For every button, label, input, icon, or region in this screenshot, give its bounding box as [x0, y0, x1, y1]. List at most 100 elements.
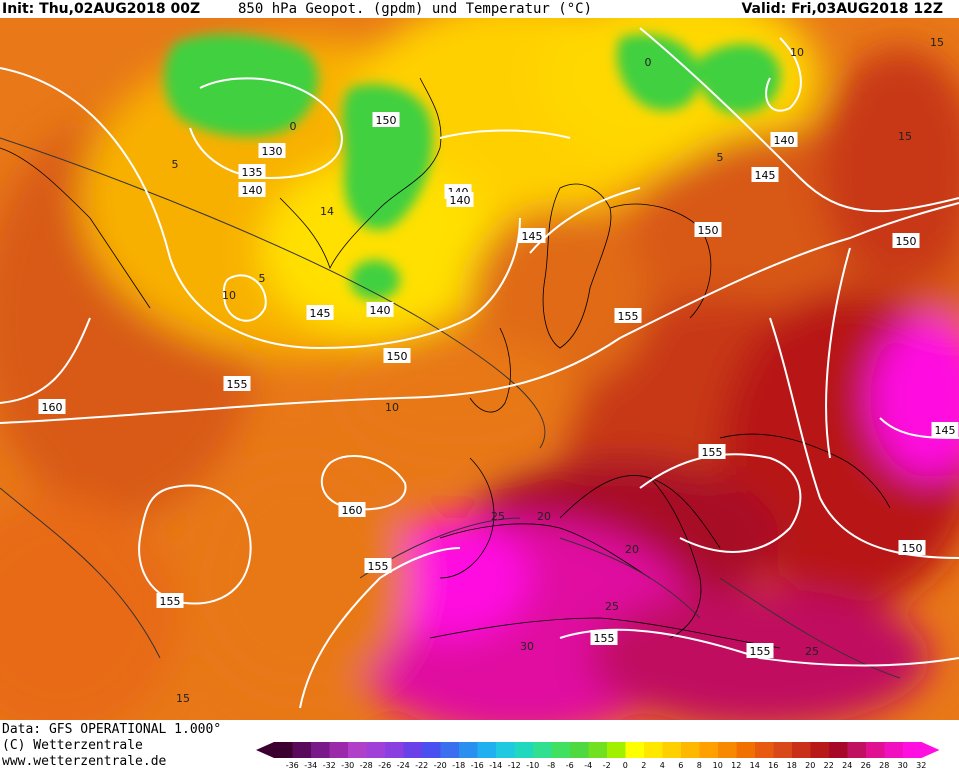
svg-text:150: 150 [387, 350, 408, 363]
temperature-label: 0 [290, 120, 297, 133]
svg-text:155: 155 [594, 632, 615, 645]
legend-tick-label: -14 [489, 761, 502, 770]
svg-text:155: 155 [702, 446, 723, 459]
legend-swatch [348, 742, 367, 758]
legend-tick-label: 12 [731, 761, 741, 770]
legend-tick-label: -36 [286, 761, 299, 770]
temperature-label: 10 [385, 401, 399, 414]
legend-swatch [292, 742, 312, 758]
legend-swatch [718, 742, 737, 758]
geopotential-label: 145 [306, 305, 334, 320]
legend-swatch [570, 742, 589, 758]
legend-tick-label: 26 [861, 761, 871, 770]
svg-text:130: 130 [262, 145, 283, 158]
legend-tick-label: -4 [584, 761, 592, 770]
legend-swatch [644, 742, 663, 758]
legend-swatch [403, 742, 423, 758]
website: www.wetterzentrale.de [2, 754, 167, 769]
geopotential-label: 160 [38, 399, 66, 414]
credits: Data: GFS OPERATIONAL 1.000° (C) Wetterz… [2, 722, 221, 770]
temperature-label: 15 [176, 692, 190, 705]
color-legend: -36 -34 -32 -30 -28 -26 -24 -22 -20 -18 -16 -14 -12-… [256, 742, 940, 770]
geopotential-label: 140 [366, 302, 394, 317]
legend-swatch [625, 742, 645, 758]
svg-text:135: 135 [242, 166, 263, 179]
legend-tick-label: 30 [898, 761, 908, 770]
temperature-field [0, 18, 959, 720]
legend-tick-label: -12 [508, 761, 521, 770]
svg-text:140: 140 [774, 134, 795, 147]
geopotential-label: 160 [338, 502, 366, 517]
legend-tick-label: 20 [805, 761, 815, 770]
legend-tick-label: -30 [341, 761, 354, 770]
legend-swatch [551, 742, 571, 758]
legend-tick-label: -28 [360, 761, 373, 770]
data-source: Data: GFS OPERATIONAL 1.000° [2, 722, 222, 737]
geopotential-label: 155 [590, 630, 618, 645]
geopotential-label: 150 [372, 112, 400, 127]
legend-tick-label: 22 [824, 761, 834, 770]
temperature-label: 25 [805, 645, 819, 658]
geopotential-label: 150 [892, 233, 920, 248]
geopotential-label: 140 [446, 192, 474, 207]
weather-map: 1301351401401401401401451451451451501501… [0, 18, 959, 720]
legend-tick-label: 18 [787, 761, 797, 770]
svg-text:155: 155 [227, 378, 248, 391]
svg-text:150: 150 [902, 542, 923, 555]
svg-text:145: 145 [755, 169, 776, 182]
legend-swatch [607, 742, 626, 758]
legend-arrow-right [921, 742, 940, 758]
legend-tick-label: -20 [434, 761, 447, 770]
copyright: (C) Wetterzentrale [2, 738, 143, 753]
svg-text:140: 140 [242, 184, 263, 197]
legend-tick-label: -6 [566, 761, 574, 770]
geopotential-label: 135 [238, 164, 266, 179]
legend-swatch [496, 742, 515, 758]
legend-swatch [329, 742, 349, 758]
legend-arrow-left [256, 742, 274, 758]
legend-tick-label: -16 [471, 761, 484, 770]
geopotential-label: 145 [931, 422, 959, 437]
legend-tick-label: -10 [526, 761, 539, 770]
legend-tick-label: 32 [916, 761, 926, 770]
geopotential-label: 140 [238, 182, 266, 197]
geopotential-labels: 1301351401401401401401451451451451501501… [38, 112, 959, 658]
geopotential-label: 130 [258, 143, 286, 158]
legend-swatch [792, 742, 811, 758]
temperature-label: 5 [717, 151, 724, 164]
geopotential-label: 150 [898, 540, 926, 555]
legend-tick-label: 24 [842, 761, 852, 770]
svg-text:140: 140 [370, 304, 391, 317]
legend-swatch [440, 742, 460, 758]
svg-text:150: 150 [896, 235, 917, 248]
legend-swatch [514, 742, 534, 758]
legend-swatch [533, 742, 552, 758]
svg-text:145: 145 [935, 424, 956, 437]
geopotential-label: 155 [156, 593, 184, 608]
temperature-label: 5 [172, 158, 179, 171]
isotherms [0, 137, 901, 679]
temperature-label: 20 [537, 510, 551, 523]
legend-tick-label: -18 [452, 761, 465, 770]
geopotential-label: 150 [694, 222, 722, 237]
legend-tick-label: 16 [768, 761, 778, 770]
legend-swatch [829, 742, 848, 758]
legend-tick-label: 6 [678, 761, 683, 770]
legend-swatch [366, 742, 386, 758]
valid-time: Valid: Fri,03AUG2018 12Z [741, 1, 943, 17]
legend-tick-label: -22 [415, 761, 428, 770]
svg-text:160: 160 [42, 401, 63, 414]
geopotential-label: 145 [518, 228, 546, 243]
temperature-label: 5 [259, 272, 266, 285]
legend-tick-label: 14 [750, 761, 760, 770]
legend-swatch [422, 742, 441, 758]
svg-text:155: 155 [368, 560, 389, 573]
svg-text:155: 155 [618, 310, 639, 323]
legend-swatch [311, 742, 330, 758]
legend-swatch [773, 742, 793, 758]
legend-tick-label: -24 [397, 761, 410, 770]
legend-swatch [847, 742, 867, 758]
temperature-label: 0 [645, 56, 652, 69]
temperature-label: 10 [222, 289, 236, 302]
map-title: 850 hPa Geopot. (gpdm) und Temperatur (°… [238, 1, 593, 17]
